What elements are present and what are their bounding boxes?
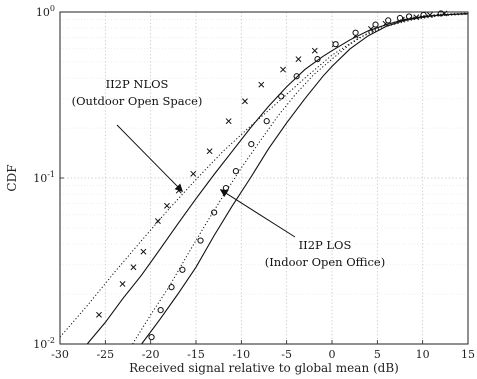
x-tick-label: -5	[281, 348, 292, 361]
y-tick-label: 10-2	[33, 336, 55, 351]
x-tick-label: -30	[51, 348, 69, 361]
x-tick-label: -20	[142, 348, 160, 361]
annotation-line: (Outdoor Open Space)	[72, 94, 203, 108]
data-point-o	[248, 141, 255, 148]
marker-x-stroke	[190, 170, 197, 177]
data-point-x	[206, 148, 213, 155]
annotation-arrow	[219, 189, 296, 238]
x-tick-label: -15	[187, 348, 205, 361]
series-line	[141, 12, 469, 345]
marker-x-stroke	[311, 47, 318, 54]
data-point-o	[197, 237, 204, 244]
marker-x-stroke	[130, 264, 137, 271]
data-point-x	[242, 98, 248, 105]
x-axis-ticks: -30 -25 -20 -15 -10 -5 0 5 10 15	[51, 340, 475, 361]
data-point-x	[130, 264, 137, 271]
marker-x-stroke	[258, 81, 265, 88]
marker-x-stroke	[96, 311, 102, 318]
annotation-line: II2P NLOS	[106, 77, 169, 91]
data-point-x	[295, 56, 302, 63]
marker-x-stroke	[242, 98, 248, 105]
y-tick-label: 10-1	[33, 170, 55, 185]
data-point-o	[314, 56, 321, 63]
y-tick-label: 100	[36, 4, 55, 19]
data-point-x	[258, 81, 265, 88]
x-axis-label: Received signal relative to global mean …	[129, 361, 399, 375]
x-tick-label: -25	[96, 348, 114, 361]
data-point-o	[263, 118, 270, 125]
annotation-1: II2P LOS (Indoor Open Office)	[219, 189, 385, 269]
x-tick-label: 15	[461, 348, 475, 361]
x-tick-label: -10	[232, 348, 250, 361]
annotation-line: II2P LOS	[299, 238, 352, 252]
data-point-o	[211, 209, 218, 216]
data-point-x	[140, 248, 147, 255]
data-point-o	[352, 29, 359, 36]
series-model-solid-4	[141, 12, 469, 345]
data-point-x	[311, 47, 318, 54]
series-line	[59, 13, 469, 338]
annotation-line: (Indoor Open Office)	[265, 255, 385, 269]
annotations: II2P NLOS (Outdoor Open Space) II2P LOS (In…	[72, 77, 386, 269]
data-point-o	[168, 284, 175, 291]
x-tick-label: 5	[374, 348, 381, 361]
series-line	[86, 13, 469, 345]
marker-x-stroke	[164, 202, 170, 209]
data-point-x	[190, 170, 197, 177]
x-tick-label: 0	[329, 348, 336, 361]
marker-x-stroke	[119, 280, 126, 287]
y-axis-ticks: 10-2 10-1 100	[33, 4, 64, 351]
data-point-o	[179, 266, 186, 273]
marker-x-stroke	[140, 248, 147, 255]
data-point-o	[293, 73, 300, 80]
marker-x-stroke	[154, 218, 161, 225]
marker-x-stroke	[280, 66, 286, 73]
data-point-o	[332, 41, 339, 48]
data-point-o	[385, 17, 392, 24]
series-layer	[59, 10, 469, 345]
annotation-0: II2P NLOS (Outdoor Open Space)	[72, 77, 203, 193]
data-point-x	[119, 280, 126, 287]
data-point-x	[164, 202, 170, 209]
data-point-x	[96, 311, 102, 318]
data-point-o	[372, 21, 379, 28]
data-point-o	[232, 168, 239, 175]
data-point-o	[157, 307, 164, 314]
marker-x-stroke	[225, 118, 232, 125]
data-point-o	[148, 334, 155, 341]
data-point-o	[222, 184, 230, 192]
marker-x-stroke	[295, 56, 302, 63]
y-axis-label: CDF	[5, 164, 19, 191]
series-model-solid-2	[86, 13, 469, 345]
data-point-x	[225, 118, 232, 125]
data-point-x	[154, 218, 161, 225]
x-tick-label: 10	[416, 348, 430, 361]
series-model-dotted-3	[59, 13, 469, 338]
data-point-x	[280, 66, 286, 73]
annotation-arrow	[116, 124, 183, 193]
marker-x-stroke	[206, 148, 213, 155]
